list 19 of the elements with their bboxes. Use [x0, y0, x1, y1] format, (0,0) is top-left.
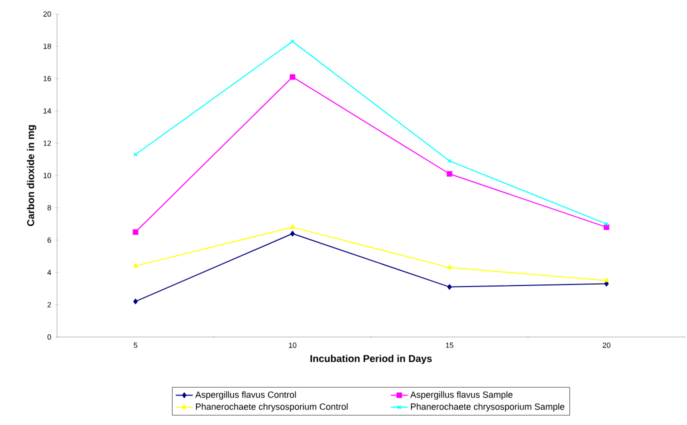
- point: [133, 263, 138, 268]
- y-axis-title: Carbon dioxide in mg: [26, 125, 36, 226]
- point: [604, 278, 609, 282]
- point: [446, 171, 452, 177]
- point: [290, 39, 295, 44]
- point: [447, 158, 452, 164]
- point: [447, 284, 452, 290]
- x-axis-title: Incubation Period in Days: [310, 354, 432, 364]
- point: [132, 229, 138, 235]
- point: [447, 264, 452, 270]
- legend-label: Phanerochaete chrysosporium Control: [196, 403, 348, 412]
- point: [290, 230, 295, 236]
- point: [604, 224, 610, 230]
- point: [290, 74, 296, 80]
- point: [290, 224, 295, 229]
- legend-label: Aspergillus flavus Sample: [410, 391, 512, 400]
- legend-label: Aspergillus flavus Control: [195, 391, 296, 400]
- legend-label: Phanerochaete chrysosporium Sample: [410, 403, 564, 412]
- point: [133, 298, 138, 304]
